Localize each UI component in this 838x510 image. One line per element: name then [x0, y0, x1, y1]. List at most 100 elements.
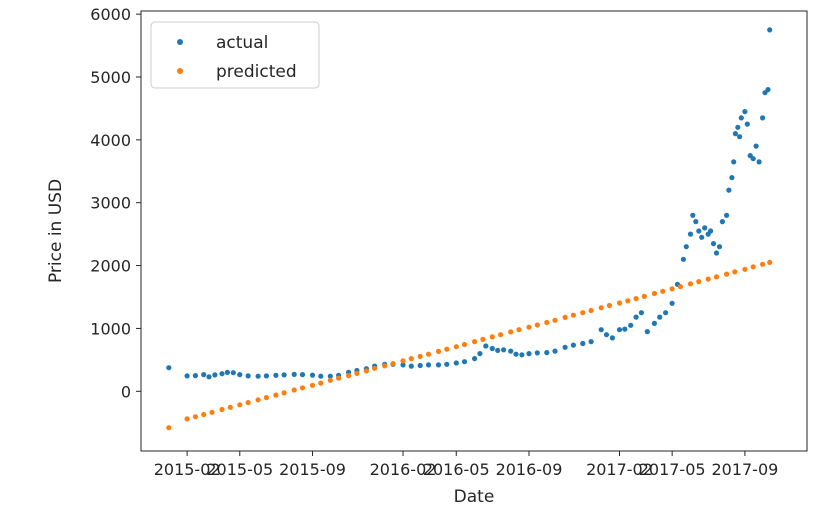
point-predicted — [498, 332, 504, 338]
point-actual — [425, 362, 432, 368]
point-actual — [742, 109, 748, 115]
point-actual — [603, 332, 610, 338]
point-predicted — [390, 361, 396, 367]
point-predicted — [544, 319, 550, 326]
point-actual — [702, 225, 708, 231]
point-actual — [622, 326, 628, 332]
point-actual — [616, 327, 623, 333]
y-tick-label: 4000 — [90, 131, 131, 150]
point-actual — [552, 348, 558, 354]
point-actual — [461, 359, 468, 365]
point-predicted — [245, 400, 251, 406]
point-predicted — [408, 356, 414, 362]
point-predicted — [480, 336, 486, 342]
point-predicted — [516, 327, 522, 333]
legend-label-actual: actual — [216, 33, 268, 53]
point-actual — [508, 348, 514, 354]
point-predicted — [570, 312, 577, 318]
point-actual — [201, 372, 207, 378]
point-actual — [690, 212, 696, 218]
point-actual — [760, 115, 766, 121]
point-actual — [737, 134, 743, 140]
point-actual — [489, 345, 495, 352]
point-actual — [281, 372, 287, 378]
point-predicted — [508, 329, 514, 335]
point-actual — [609, 335, 616, 341]
x-tick-label: 2016-09 — [496, 460, 563, 479]
point-predicted — [606, 302, 613, 309]
point-actual — [767, 27, 773, 33]
point-actual — [192, 373, 198, 379]
point-predicted — [291, 387, 297, 393]
point-predicted — [687, 281, 694, 287]
point-actual — [693, 219, 699, 225]
point-actual — [291, 371, 297, 377]
point-predicted — [184, 416, 190, 422]
point-predicted — [273, 392, 279, 398]
series-actual — [166, 27, 773, 380]
point-actual — [753, 143, 759, 149]
point-actual — [562, 344, 568, 350]
legend-marker-predicted — [177, 68, 183, 74]
point-predicted — [318, 380, 324, 386]
point-actual — [224, 369, 230, 375]
point-actual — [756, 159, 762, 165]
point-actual — [716, 244, 723, 250]
point-predicted — [299, 385, 306, 391]
point-predicted — [534, 322, 540, 328]
point-actual — [588, 339, 594, 345]
point-actual — [731, 159, 737, 165]
point-actual — [713, 250, 720, 256]
point-predicted — [598, 305, 604, 311]
point-predicted — [327, 377, 333, 383]
point-predicted — [732, 269, 738, 275]
point-actual — [519, 352, 525, 358]
point-predicted — [651, 290, 658, 297]
point-predicted — [713, 274, 720, 280]
y-tick-label: 0 — [121, 382, 131, 401]
point-actual — [477, 351, 483, 357]
x-tick-label: 2016-02 — [370, 460, 437, 479]
point-actual — [230, 370, 236, 376]
point-actual — [699, 234, 705, 240]
point-actual — [738, 115, 744, 121]
point-predicted — [363, 368, 369, 374]
point-actual — [687, 231, 694, 237]
point-actual — [501, 347, 507, 353]
point-predicted — [453, 344, 459, 350]
legend: actual predicted — [150, 21, 320, 89]
point-predicted — [641, 293, 647, 299]
point-predicted — [166, 425, 172, 431]
point-predicted — [209, 409, 215, 415]
point-actual — [526, 351, 532, 357]
y-tick-label: 2000 — [90, 257, 131, 276]
point-predicted — [677, 284, 684, 290]
point-actual — [724, 212, 730, 218]
point-actual — [472, 356, 478, 362]
plot-marks — [166, 27, 773, 431]
point-actual — [444, 361, 450, 367]
point-actual — [400, 362, 406, 368]
point-predicted — [705, 276, 711, 282]
point-actual — [417, 362, 423, 369]
x-tick-label: 2017-09 — [711, 460, 778, 479]
plot-frame — [140, 10, 808, 452]
point-actual — [237, 372, 243, 378]
point-actual — [495, 347, 501, 353]
x-tick-label: 2015-05 — [206, 460, 273, 479]
x-axis-label: Date — [454, 487, 495, 507]
point-actual — [765, 87, 771, 93]
point-actual — [408, 363, 414, 369]
point-predicted — [588, 307, 594, 314]
point-actual — [680, 256, 687, 262]
point-actual — [633, 314, 639, 320]
legend-label-predicted: predicted — [216, 62, 297, 82]
point-actual — [263, 373, 269, 379]
point-predicted — [660, 288, 666, 294]
point-predicted — [227, 404, 233, 410]
point-actual — [206, 374, 212, 380]
point-actual — [744, 121, 750, 127]
point-actual — [729, 175, 735, 181]
